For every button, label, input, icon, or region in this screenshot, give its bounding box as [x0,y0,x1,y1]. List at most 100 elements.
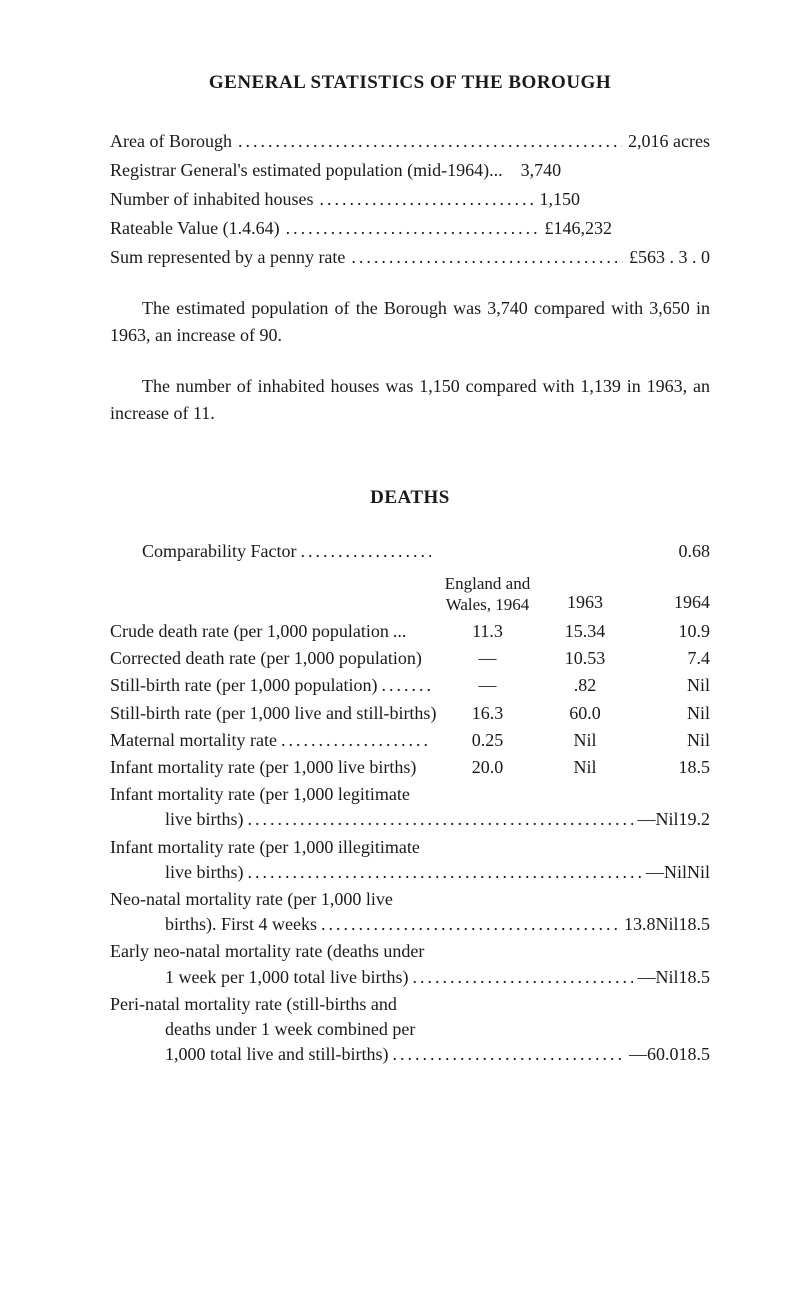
cell: 18.5 [630,755,710,780]
row-label: Maternal mortality rate [110,728,277,753]
stat-row: Registrar General's estimated population… [110,158,710,183]
row-label: Still-birth rate (per 1,000 live and sti… [110,701,436,726]
header-text: England and [445,574,530,593]
row-label: deaths under 1 week combined per [110,1017,710,1042]
header-text: Wales, 1964 [446,595,530,614]
leader-dots [321,912,620,937]
table-row: Infant mortality rate (per 1,000 legitim… [110,782,710,832]
stat-label: Registrar General's estimated population… [110,158,503,183]
header-1963: 1963 [540,590,630,615]
paragraph: The number of inhabited houses was 1,150… [110,373,710,427]
cell: — [646,860,664,885]
cell: Nil [540,755,630,780]
cell: 16.3 [435,701,540,726]
leader-dots [392,1042,625,1067]
stat-value: 3,740 [521,158,562,183]
row-label: Infant mortality rate (per 1,000 legitim… [110,782,710,807]
cell: 20.0 [435,755,540,780]
cell: Nil [630,701,710,726]
row-label: Infant mortality rate (per 1,000 illegit… [110,835,710,860]
row-label: Early neo-natal mortality rate (deaths u… [110,939,710,964]
row-label: Corrected death rate (per 1,000 populati… [110,646,422,671]
cell: .82 [540,673,630,698]
table-row: Infant mortality rate (per 1,000 live bi… [110,755,710,780]
table-row: Corrected death rate (per 1,000 populati… [110,646,710,671]
stat-row: Rateable Value (1.4.64) £146,232 [110,216,710,241]
table-header: England and Wales, 1964 1963 1964 [110,574,710,615]
cell: — [637,807,655,832]
stat-row: Sum represented by a penny rate £563 . 3… [110,245,710,270]
deaths-table: Comparability Factor 0.68 England and Wa… [110,539,710,1067]
leader-dots [248,860,642,885]
cell: 18.5 [679,1042,711,1067]
stat-row: Area of Borough 2,016 acres [110,129,710,154]
row-label: births). First 4 weeks [165,912,317,937]
stat-label: Sum represented by a penny rate [110,245,345,270]
table-row: Peri-natal mortality rate (still-births … [110,992,710,1068]
table-row: Still-birth rate (per 1,000 population) … [110,673,710,698]
cell: 60.0 [540,701,630,726]
header-1964: 1964 [630,590,710,615]
stat-label: Number of inhabited houses [110,187,313,212]
table-row: Crude death rate (per 1,000 population..… [110,619,710,644]
row-label: live births) [165,860,244,885]
cell: — [435,646,540,671]
cell: Nil [655,965,678,990]
cell: — [435,673,540,698]
stat-label: Area of Borough [110,129,232,154]
cell: 19.2 [679,807,711,832]
cell: Nil [655,807,678,832]
leader-dots [381,673,431,698]
leader-dots [319,187,533,212]
section-title: DEATHS [110,485,710,512]
leader-dots [248,807,634,832]
table-row: Neo-natal mortality rate (per 1,000 live… [110,887,710,937]
page-title: GENERAL STATISTICS OF THE BOROUGH [110,70,710,97]
cell: 10.53 [540,646,630,671]
stat-value: 1,150 [540,187,581,212]
comparability-row: Comparability Factor 0.68 [110,539,710,564]
leader-dots [286,216,539,241]
cell: 11.3 [435,619,540,644]
cell: Nil [630,728,710,753]
cell: 60.0 [647,1042,679,1067]
cell: 13.8 [624,912,656,937]
header-england-wales: England and Wales, 1964 [435,574,540,615]
borough-stats: Area of Borough 2,016 acres Registrar Ge… [110,129,710,271]
cell: — [637,965,655,990]
cell: Nil [630,673,710,698]
cell: 18.5 [679,965,711,990]
row-label: Still-birth rate (per 1,000 population) [110,673,377,698]
leader-dots [412,965,633,990]
cell: Nil [664,860,687,885]
leader-dots [300,539,431,564]
table-row: Still-birth rate (per 1,000 live and sti… [110,701,710,726]
cell: Nil [655,912,678,937]
comparability-value: 0.68 [630,539,710,564]
stat-value: 2,016 acres [628,129,710,154]
row-label: Peri-natal mortality rate (still-births … [110,992,710,1017]
stat-value: £146,232 [545,216,613,241]
row-tail: ... [393,619,407,644]
row-label: 1,000 total live and still-births) [165,1042,388,1067]
row-label: Crude death rate (per 1,000 population [110,619,389,644]
row-label: live births) [165,807,244,832]
stat-label: Rateable Value (1.4.64) [110,216,280,241]
stat-row: Number of inhabited houses 1,150 [110,187,710,212]
cell: Nil [540,728,630,753]
cell: — [629,1042,647,1067]
table-row: Early neo-natal mortality rate (deaths u… [110,939,710,989]
comparability-label: Comparability Factor [142,539,296,564]
table-row: Infant mortality rate (per 1,000 illegit… [110,835,710,885]
cell: 7.4 [630,646,710,671]
paragraph: The estimated population of the Borough … [110,295,710,349]
row-label: Infant mortality rate (per 1,000 live bi… [110,755,416,780]
cell: 15.34 [540,619,630,644]
cell: 18.5 [679,912,711,937]
leader-dots [281,728,431,753]
cell: 0.25 [435,728,540,753]
leader-dots [238,129,622,154]
cell: 10.9 [630,619,710,644]
row-label: 1 week per 1,000 total live births) [165,965,408,990]
stat-value: £563 . 3 . 0 [629,245,710,270]
